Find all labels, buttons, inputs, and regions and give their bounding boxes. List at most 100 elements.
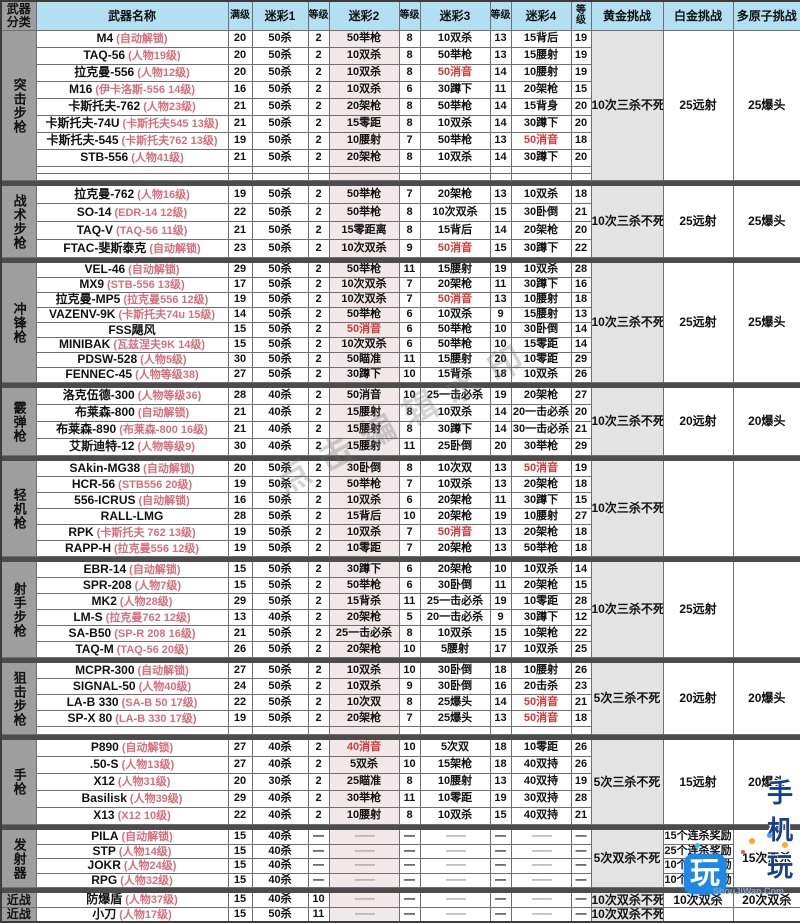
cell-l2: 8 [398,421,421,439]
header-max-level: 满级 [227,0,253,31]
cell-l2: 11 [398,790,421,808]
cell-l3: — [489,843,512,860]
table-row: 布莱森-890 (布莱森-800 16级) 21 40杀 2 15腰射 8 30蹲下 14 30一… [1,421,800,439]
category-cell: 霰弹枪 [0,387,37,456]
cell-l1: 2 [307,710,330,727]
cell-c3: 25一击必杀 [419,387,491,405]
cell-weapon-name: M16 (伊卡洛斯-556 14级) [35,81,229,99]
cell-l4: 21 [570,807,592,825]
cell-l2: 7 [398,524,421,541]
cell-l4: — [570,843,592,860]
cell-c2: 20架枪 [328,149,400,167]
cell-c2: 10次双杀 [328,239,400,258]
table-row: SP-X 80 (LA-B 330 17级) 19 50杀 2 20架枪 7 25爆头 13 50… [1,710,800,727]
cell-c2: 50举枪 [328,262,400,278]
cell-polyatomic-challenge: 25爆头 [732,262,800,383]
cell-c1: 40杀 [251,892,309,908]
cell-l1: 2 [307,807,330,825]
cell-c1: 50杀 [251,641,309,658]
cell-l3: 13 [489,292,512,308]
header-camo2: 迷彩2 [328,0,400,31]
cell-l2: 8 [398,64,421,82]
table-row: 手枪 P890 (自动解锁) 27 40杀 2 40消音 10 5次双 18 10零距 26 5次三杀不… [0,739,800,825]
cell-polyatomic-challenge: 20次双杀 [732,892,800,908]
cell-l2: — [398,872,421,889]
cell-c2: 40消音 [328,739,400,757]
cell-c2: 10双杀 [328,678,400,695]
cell-l2: 7 [398,132,421,150]
unlock-note: (人物12级) [137,67,190,80]
cell-c1: 40杀 [251,387,309,405]
cell-c1: 50杀 [251,98,309,116]
cell-l2: 8 [398,47,421,65]
cell-c1: 40杀 [251,739,309,757]
cell-platinum-challenge [662,460,734,557]
cell-max-level: 21 [227,404,253,422]
cell-platinum-challenge: 10个连杀奖励 [662,858,734,874]
cell-max-level: 15 [227,858,253,874]
weapon-name: VAZENV-9K [48,307,116,322]
cell-c2: 10双杀 [328,81,400,99]
cell-c3: 30卧倒 [419,662,491,679]
weapon-name: RALL-LMG [100,509,164,524]
unlock-note: (X12 10级) [117,810,171,823]
cell-max-level: 21 [227,149,253,167]
cell-gold-challenge: 10次三杀不死 [590,387,664,456]
cell-l1: 2 [307,185,330,204]
cell-c1: 50杀 [251,149,309,167]
unlock-note: (自动解锁) [138,494,190,507]
cell-l3: — [489,906,512,923]
cell-l2 [398,166,421,174]
table-row: MK2 (人物28级) 29 50杀 2 15背杀 11 25一击必杀 19 10零距 28 [1,593,800,610]
cell-platinum-challenge: 20远射 [662,387,734,456]
cell-c1: 40杀 [251,790,309,808]
cell-c1: 50杀 [251,81,309,99]
cell-l3: 17 [489,641,512,658]
cell-l4: 22 [570,239,592,258]
cell-weapon-name: MCPR-300 (自动解锁) [35,662,229,679]
unlock-note: (STB556 20级) [118,478,193,491]
cell-c2: 10腰射 [328,807,400,825]
cell-l1: 2 [307,337,330,353]
cell-weapon-name: 556-ICRUS (自动解锁) [35,492,229,509]
cell-max-level: 20 [227,460,253,477]
cell-c1: 40杀 [251,421,309,439]
cell-l3: 10 [489,337,512,353]
cell-c4: 10双杀 [510,561,572,578]
unlock-note: (自动解锁) [121,831,173,843]
cell-l1 [307,166,330,174]
cell-max-level: 29 [227,262,253,278]
cell-c1: 50杀 [251,203,309,222]
cell-weapon-name: 洛克伍德-300 (人物等级36) [35,387,229,405]
cell-l2: 10 [398,641,421,658]
cell-l3: 18 [489,662,512,679]
cell-c1: 50杀 [251,577,309,594]
weapon-name: FSS飓风 [108,322,156,337]
cell-c4: 10腰射 [510,292,572,308]
table-row: 拉克曼-556 (人物12级) 20 50杀 2 10双杀 8 50消音 14 10腰射 19 [1,64,800,82]
cell-c3: 25爆头 [419,710,491,727]
cell-max-level: 14 [227,307,253,323]
weapon-name: SO-14 [76,204,112,219]
cell-l3: 19 [489,387,512,405]
cell-c4: 30卧倒 [510,203,572,222]
cell-c2: 50举枪 [328,577,400,594]
cell-c4: 30一击必杀 [510,421,572,439]
cell-c2: 15背杀 [328,593,400,610]
cell-platinum-challenge: 25远射 [662,185,734,258]
cell-c2: —— [328,829,400,845]
cell-c1: 50杀 [251,460,309,477]
cell-max-level: 30 [227,352,253,368]
cell-c1: 50杀 [251,277,309,293]
cell-l1: 2 [307,352,330,368]
cell-c1: 40杀 [251,756,309,774]
cell-l2: 6 [398,577,421,594]
cell-l1: 2 [307,540,330,557]
cell-l4: 15 [570,492,592,509]
cell-c2: —— [328,906,400,923]
cell-c2 [328,173,400,181]
cell-polyatomic-challenge: 15次双杀 [732,828,800,889]
weapon-name: SPR-208 [82,577,132,592]
cell-c4: 15背后 [510,30,572,48]
